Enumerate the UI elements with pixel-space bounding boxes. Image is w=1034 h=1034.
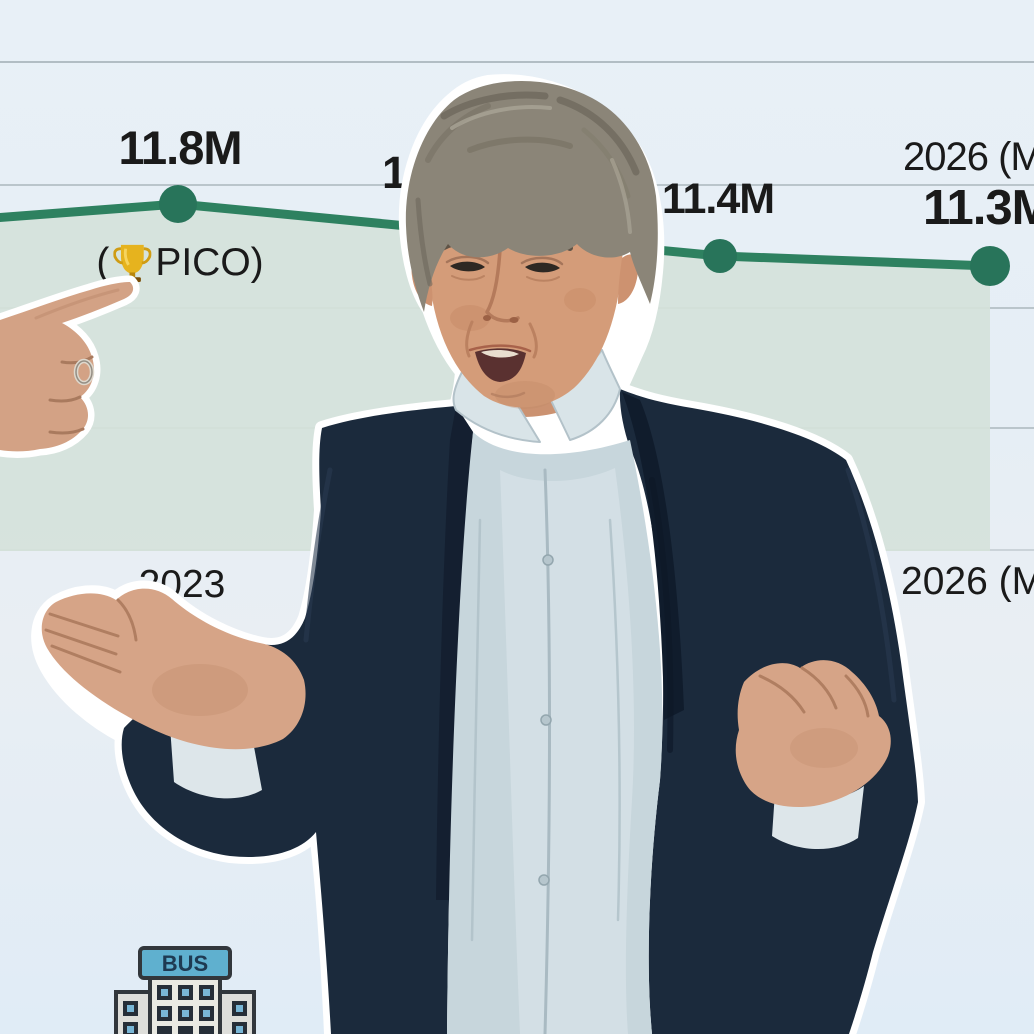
- data-point-2026: [970, 246, 1010, 286]
- data-point-2025: [703, 239, 737, 273]
- shirt-highlight: [500, 468, 635, 1034]
- bus-windows: [123, 985, 247, 1034]
- gridline: [0, 61, 1034, 63]
- annotation-open-paren: (: [96, 240, 110, 284]
- hand-details: [34, 288, 120, 435]
- ear-right: [618, 254, 639, 304]
- top-right-year-label: 2026 (M: [903, 135, 1034, 179]
- hair-texture: [415, 91, 640, 287]
- bus-sign-text: BUS: [162, 951, 208, 976]
- shirt-details: [470, 468, 621, 1034]
- lapel-left: [436, 406, 473, 900]
- axis-label-2026: 2026 (M: [901, 560, 1034, 603]
- left-hand: [41, 588, 306, 750]
- bus-station-icon: BUS: [114, 946, 256, 1034]
- annotation-pico-text: PICO): [155, 240, 264, 284]
- right-hand-details: [758, 666, 870, 768]
- mouth: [475, 348, 526, 382]
- jacket-shading: [303, 467, 897, 753]
- peak-value-label: 11.8M: [118, 121, 242, 174]
- pointing-hand: [0, 282, 134, 452]
- top-right-value-label: 11.3M: [923, 181, 1034, 235]
- value-2025-label: 11.4M: [661, 175, 775, 223]
- left-hand-details: [44, 598, 248, 716]
- right-hand: [735, 660, 891, 808]
- data-point-2023-peak: [159, 185, 197, 223]
- peak-annotation: ( PICO): [96, 240, 264, 284]
